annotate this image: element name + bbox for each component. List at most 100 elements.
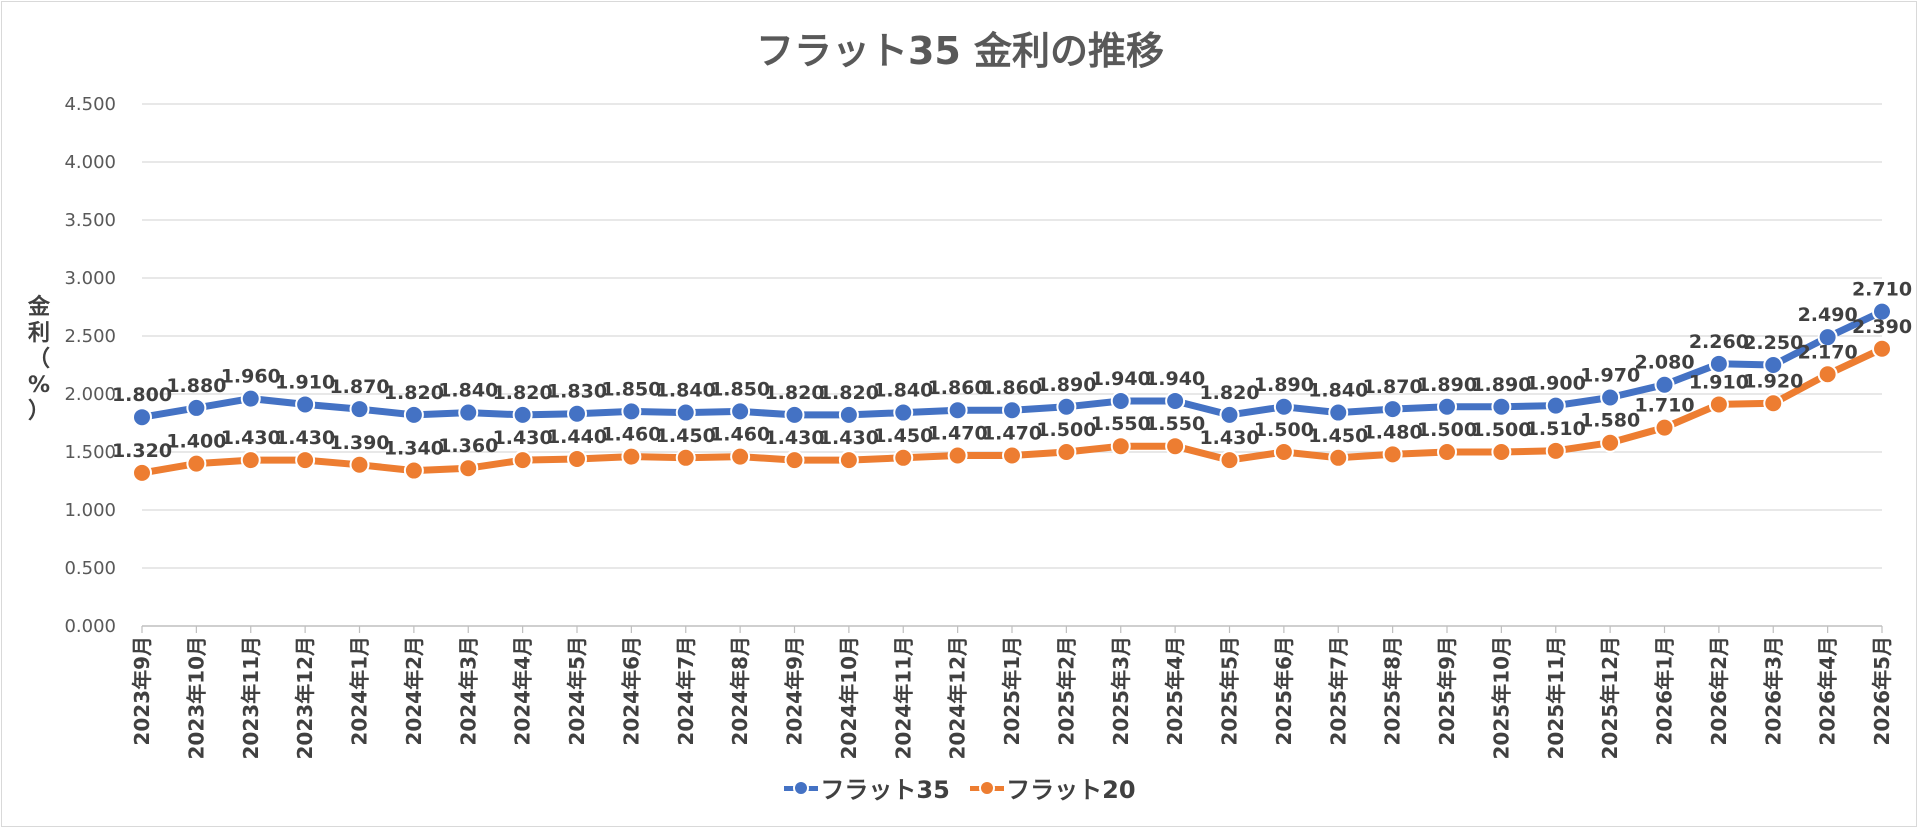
legend: フラット35 フラット20 (0, 770, 1920, 805)
data-point[interactable] (186, 453, 207, 474)
data-point[interactable] (893, 447, 914, 468)
data-point[interactable] (458, 402, 479, 423)
data-point[interactable] (512, 404, 533, 425)
data-point[interactable] (1491, 396, 1512, 417)
data-point[interactable] (349, 399, 370, 420)
series-group (132, 301, 1892, 483)
data-point[interactable] (1056, 442, 1077, 462)
data-point[interactable] (1437, 396, 1457, 417)
data-point[interactable] (1002, 400, 1022, 421)
data-point[interactable] (132, 407, 152, 428)
x-tick-label: 2025年5月 (1218, 636, 1242, 746)
data-point[interactable] (240, 388, 261, 409)
data-point[interactable] (1056, 396, 1077, 417)
data-point[interactable] (838, 450, 859, 471)
data-point[interactable] (1382, 399, 1403, 420)
y-tick-label: 0.500 (64, 558, 116, 579)
x-tick-label: 2023年11月 (239, 636, 263, 760)
data-point[interactable] (186, 397, 207, 418)
data-label: 1.450 (873, 425, 933, 447)
data-point[interactable] (947, 445, 968, 466)
y-tick-label: 3.000 (64, 268, 116, 289)
data-point[interactable] (1165, 436, 1186, 457)
data-point[interactable] (621, 446, 642, 467)
data-point[interactable] (1872, 301, 1892, 322)
data-label: 2.170 (1798, 341, 1858, 363)
data-point[interactable] (730, 401, 751, 422)
data-point[interactable] (1763, 393, 1784, 414)
y-axis-label-char: （ (27, 347, 50, 372)
data-point[interactable] (893, 402, 914, 423)
data-point[interactable] (1328, 447, 1349, 468)
data-label: 1.890 (1036, 374, 1096, 396)
data-label: 2.260 (1689, 331, 1749, 353)
data-point[interactable] (1545, 440, 1566, 461)
data-point[interactable] (675, 447, 696, 468)
data-point[interactable] (1002, 445, 1022, 466)
data-point[interactable] (1437, 442, 1457, 462)
data-point[interactable] (349, 454, 370, 475)
data-point[interactable] (403, 404, 424, 425)
data-point[interactable] (1600, 387, 1621, 408)
data-label: 1.820 (1199, 382, 1259, 404)
data-point[interactable] (1219, 450, 1240, 471)
x-tick-label: 2024年10月 (837, 636, 861, 760)
data-label: 1.940 (1145, 368, 1205, 390)
data-point[interactable] (458, 458, 479, 479)
x-tick-label: 2026年3月 (1761, 636, 1785, 746)
data-point[interactable] (675, 402, 696, 423)
x-tick-label: 2024年1月 (348, 636, 372, 746)
data-point[interactable] (947, 400, 968, 421)
data-point[interactable] (1654, 374, 1675, 395)
data-point[interactable] (1872, 338, 1892, 359)
data-point[interactable] (1328, 402, 1349, 423)
data-point[interactable] (1273, 396, 1294, 417)
legend-item-flat20[interactable]: フラット20 (970, 770, 1136, 805)
data-point[interactable] (838, 404, 859, 425)
data-point[interactable] (1110, 390, 1131, 411)
data-label: 1.500 (1036, 419, 1096, 441)
x-tick-label: 2024年12月 (946, 636, 970, 760)
data-point[interactable] (784, 404, 805, 425)
data-point[interactable] (1219, 404, 1240, 425)
data-point[interactable] (1491, 442, 1512, 462)
data-point[interactable] (1763, 355, 1784, 375)
data-point[interactable] (621, 401, 642, 422)
data-point[interactable] (240, 450, 261, 471)
legend-label-flat35: フラット35 (820, 776, 950, 804)
data-point[interactable] (1382, 444, 1403, 465)
data-label: 1.860 (982, 377, 1042, 399)
data-label: 1.320 (112, 440, 172, 462)
data-point[interactable] (1273, 442, 1294, 462)
y-tick-label: 1.500 (64, 442, 116, 463)
data-point[interactable] (1110, 436, 1131, 457)
data-point[interactable] (784, 450, 805, 471)
data-point[interactable] (512, 450, 533, 471)
data-point[interactable] (1708, 394, 1729, 415)
data-point[interactable] (1545, 395, 1566, 416)
data-label: 2.080 (1634, 352, 1694, 374)
data-point[interactable] (567, 403, 587, 424)
data-point[interactable] (1654, 417, 1675, 438)
data-label: 1.500 (1254, 419, 1314, 441)
legend-item-flat35[interactable]: フラット35 (784, 770, 950, 805)
data-point[interactable] (1600, 432, 1621, 453)
chart-title: フラット35 金利の推移 (755, 29, 1165, 73)
legend-label-flat20: フラット20 (1006, 776, 1136, 804)
x-axis-ticks: 2023年9月 2023年10月 2023年11月 2023年12月 2024年1月 20… (130, 636, 1894, 760)
data-point[interactable] (1708, 353, 1729, 374)
data-label: 1.890 (1417, 374, 1477, 396)
data-point[interactable] (730, 446, 751, 467)
data-point[interactable] (1165, 390, 1186, 411)
data-point[interactable] (295, 394, 316, 415)
data-point[interactable] (295, 450, 316, 471)
data-point[interactable] (403, 460, 424, 481)
data-point[interactable] (1817, 364, 1838, 385)
data-point[interactable] (567, 448, 587, 469)
data-point[interactable] (1817, 327, 1838, 348)
legend-swatch-flat20 (970, 777, 1005, 799)
data-label: 1.830 (547, 381, 607, 403)
data-point[interactable] (132, 462, 152, 483)
data-label: 1.840 (438, 380, 498, 402)
x-tick-label: 2023年9月 (130, 636, 154, 746)
